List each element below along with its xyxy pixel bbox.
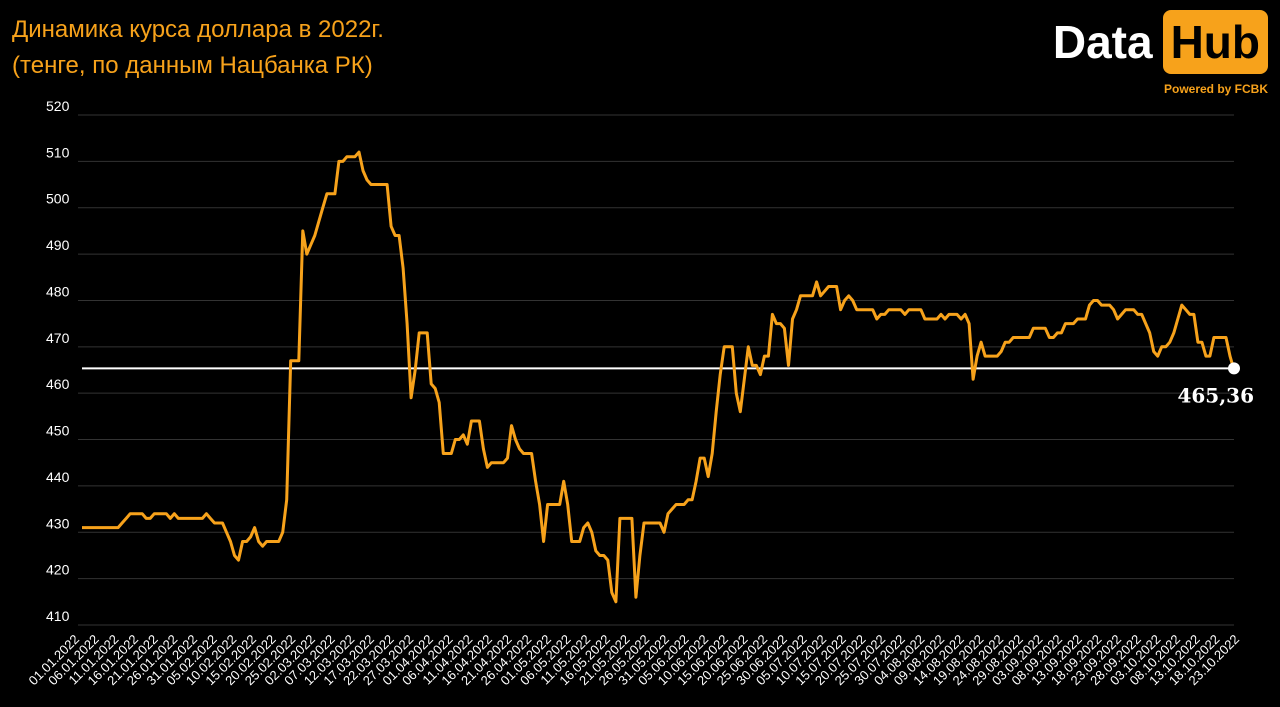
chart-title-line2: (тенге, по данным Нацбанка РК): [12, 52, 373, 79]
y-tick-label: 470: [46, 330, 70, 346]
y-tick-label: 500: [46, 191, 70, 207]
y-tick-label: 420: [46, 562, 70, 578]
chart-title: Динамика курса доллара в 2022г. (тенге, …: [12, 12, 384, 84]
grid-layer: [78, 114, 1234, 626]
y-tick-label: 430: [46, 515, 70, 531]
y-axis-ticks: 410 420 430 440 450 460 470 480 490 500 510 520: [46, 98, 70, 624]
y-tick-label: 450: [46, 423, 70, 439]
last-value-label: 465,36: [1177, 383, 1254, 407]
x-axis-ticks: 01.01.202206.01.202211.01.202216.01.2022…: [25, 632, 1242, 689]
y-tick-label: 480: [46, 283, 70, 299]
datahub-logo: Data Hub Powered by FCBK: [1053, 10, 1268, 96]
y-tick-label: 460: [46, 376, 70, 392]
logo-data-text: Data: [1052, 16, 1153, 68]
y-tick-label: 440: [46, 469, 70, 485]
y-tick-label: 520: [46, 98, 70, 114]
y-tick-label: 490: [46, 237, 70, 253]
logo-hub-text: Hub: [1162, 10, 1268, 74]
y-tick-label: 410: [46, 608, 70, 624]
series-line: [82, 150, 1236, 604]
last-value-point: [1228, 362, 1240, 375]
chart-title-line1: Динамика курса доллара в 2022г.: [12, 16, 384, 43]
y-tick-label: 510: [46, 144, 70, 160]
logo-tagline: Powered by FCBK: [1163, 82, 1268, 96]
